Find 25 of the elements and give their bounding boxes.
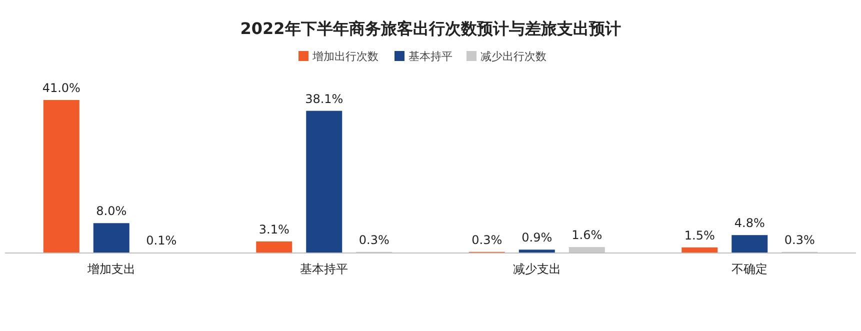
data-label: 0.3% bbox=[784, 232, 815, 247]
data-label: 1.5% bbox=[684, 228, 715, 242]
x-tick-label: 不确定 bbox=[732, 262, 768, 276]
data-label: 3.1% bbox=[258, 222, 290, 236]
legend-label: 基本持平 bbox=[408, 50, 452, 63]
data-label: 38.1% bbox=[305, 92, 344, 106]
bar bbox=[306, 110, 342, 253]
data-label: 0.3% bbox=[358, 232, 390, 247]
x-tick-label: 增加支出 bbox=[86, 262, 136, 276]
bar bbox=[93, 223, 130, 253]
data-label: 4.8% bbox=[734, 216, 765, 230]
x-tick-label: 基本持平 bbox=[300, 262, 348, 276]
bar bbox=[256, 241, 292, 253]
data-label: 41.0% bbox=[42, 81, 80, 95]
bar bbox=[732, 235, 768, 253]
x-tick-label: 减少支出 bbox=[512, 262, 561, 276]
legend-label: 减少出行次数 bbox=[480, 50, 546, 63]
data-label: 8.0% bbox=[96, 204, 127, 218]
bar bbox=[43, 100, 80, 253]
data-label: 1.6% bbox=[572, 228, 602, 242]
data-label: 0.3% bbox=[472, 232, 502, 247]
data-label: 0.1% bbox=[146, 234, 177, 248]
legend-label: 增加出行次数 bbox=[312, 50, 378, 63]
data-label: 0.9% bbox=[522, 230, 552, 245]
chart-title: 2022年下半年商务旅客出行次数预计与差旅支出预计 bbox=[240, 19, 621, 38]
